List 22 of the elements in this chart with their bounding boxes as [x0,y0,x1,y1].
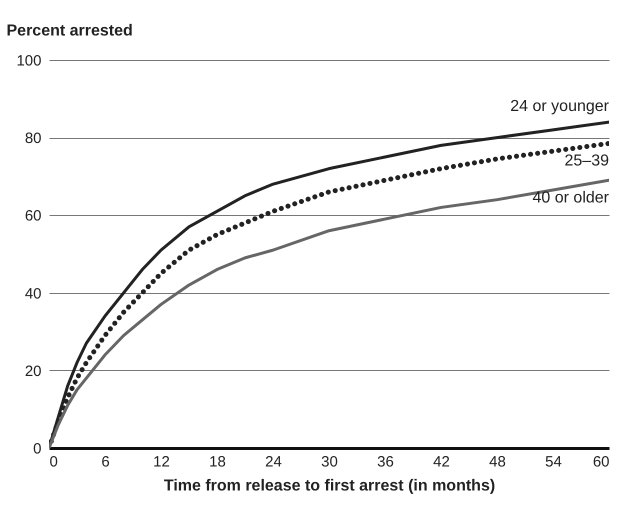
y-axis-title: Percent arrested [6,22,133,40]
y-tick-label: 60 [24,208,42,225]
x-tick-label: 18 [209,454,226,470]
x-tick-label: 12 [153,454,170,470]
x-tick-label: 60 [592,454,610,470]
series-label: 40 or older [532,189,610,206]
x-tick-label: 48 [489,454,506,470]
y-tick-label: 20 [24,362,42,380]
y-tick-label: 0 [33,440,42,458]
x-axis-title: Time from release to first arrest (in months) [164,478,496,494]
x-tick-label: 6 [101,454,110,470]
x-tick-label: 36 [377,454,394,470]
series-label: 25–39 [564,152,610,170]
x-tick-label: 54 [545,454,562,470]
x-tick-label: 42 [433,454,450,470]
x-tick-label: 24 [265,454,282,470]
x-tick-label: 0 [50,454,58,470]
x-tick-label: 30 [321,454,338,470]
y-tick-label: 40 [24,285,42,302]
series-label: 24 or younger [510,98,610,116]
y-tick-label: 80 [24,130,42,148]
y-tick-label: 100 [16,52,42,70]
